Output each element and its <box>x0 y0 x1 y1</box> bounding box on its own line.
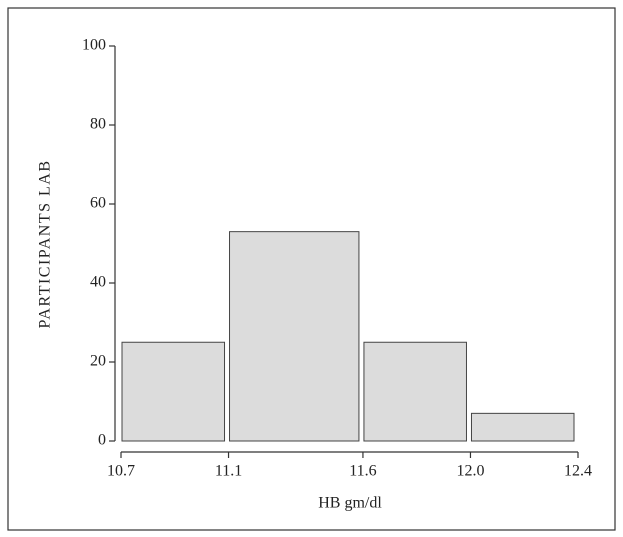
x-tick-label: 12.4 <box>564 463 592 480</box>
y-tick-label: 60 <box>90 195 106 212</box>
x-tick-label: 11.6 <box>349 463 376 480</box>
y-tick-label: 20 <box>90 353 106 370</box>
x-tick-label: 11.1 <box>215 463 242 480</box>
x-axis-label: HB gm/dl <box>318 495 382 512</box>
y-tick-label: 0 <box>98 432 106 449</box>
bar <box>363 341 467 442</box>
y-tick-label: 40 <box>90 274 106 291</box>
frame <box>7 7 616 531</box>
bar <box>121 341 226 442</box>
y-axis-label: PARTICIPANTS LAB <box>37 159 54 328</box>
bar <box>229 231 360 442</box>
x-tick-label: 12.0 <box>456 463 484 480</box>
y-tick-label: 80 <box>90 116 106 133</box>
y-tick-label: 100 <box>82 37 106 54</box>
bar <box>470 412 575 442</box>
x-tick-label: 10.7 <box>107 463 135 480</box>
